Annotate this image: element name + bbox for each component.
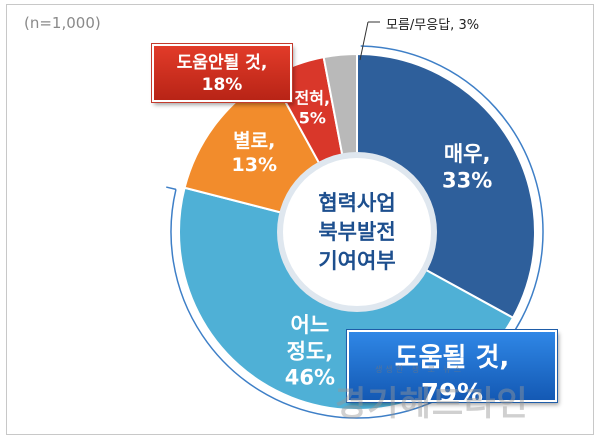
slice-label-somewhat: 정도, xyxy=(287,339,334,363)
center-label-line: 기여여부 xyxy=(318,249,395,273)
positive-callout: 도움될 것, 79% xyxy=(346,329,558,409)
slice-label-not-much: 13% xyxy=(232,154,277,176)
dont-know-label: 모름/무응답, 3% xyxy=(386,18,480,33)
watermark-subtext: 생생한 생 로 뉴스 xyxy=(375,365,465,374)
center-disc xyxy=(283,158,431,306)
slice-label-somewhat: 46% xyxy=(285,366,335,390)
negative-callout: 도움안될 것, 18% xyxy=(151,43,293,103)
slice-label-somewhat: 어느 xyxy=(291,313,330,337)
dont-know-leader xyxy=(359,21,369,61)
center-label-line: 북부발전 xyxy=(318,220,395,244)
slice-label-not-at-all: 5% xyxy=(299,108,326,127)
slice-label-not-much: 별로, xyxy=(233,130,275,152)
slice-label-not-at-all: 전혀, xyxy=(295,88,331,107)
positive-bracket-tick xyxy=(166,186,177,191)
slice-label-very: 매우, xyxy=(444,142,491,166)
positive-callout-value: 79% xyxy=(420,378,484,409)
slice-label-very: 33% xyxy=(442,168,492,192)
sample-size-note: (n=1,000) xyxy=(24,14,101,32)
watermark-logo: 경기헤드라인 xyxy=(335,384,529,424)
negative-callout-value: 18% xyxy=(201,75,243,96)
positive-callout-label: 도움될 것, xyxy=(394,343,510,373)
negative-callout-label: 도움안될 것, xyxy=(176,53,268,73)
center-label-line: 협력사업 xyxy=(318,191,395,215)
